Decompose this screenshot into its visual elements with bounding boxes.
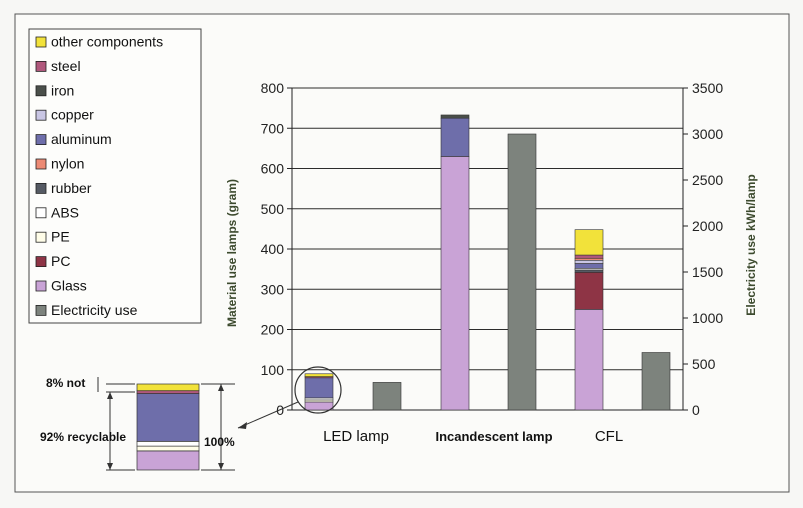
bar-segment-cfl-nylon [574, 257, 604, 261]
left-tick-label: 600 [261, 161, 285, 177]
legend-label-aluminum: aluminum [51, 131, 112, 147]
legend-label-pc: PC [51, 253, 70, 269]
left-tick-label: 400 [261, 241, 285, 257]
inset-arrow-100-head-up [218, 384, 224, 391]
bar-segment-led-lamp-pe [304, 399, 334, 403]
bar-segment-cfl-steel [574, 254, 604, 259]
bar-segment-incandescent-lamp-iron [440, 114, 470, 119]
x-category-label-led-lamp: LED lamp [323, 428, 389, 445]
legend-label-rubber: rubber [51, 180, 92, 196]
inset-segment-glass [136, 450, 200, 471]
bar-segment-cfl-rubber [574, 269, 604, 273]
inset-label-not-recyclable: 8% not [46, 376, 85, 390]
legend-swatch-copper [35, 109, 47, 121]
left-tick-label: 100 [261, 362, 285, 378]
bar-segment-led-lamp-other-components [304, 373, 334, 377]
legend-label-electricity-use: Electricity use [51, 302, 138, 318]
left-tick-label: 300 [261, 281, 285, 297]
right-tick-label: 3500 [692, 80, 723, 96]
bar-electricity-incandescent-lamp [507, 133, 537, 411]
legend-label-abs: ABS [51, 204, 79, 220]
bar-segment-incandescent-lamp-aluminum [440, 117, 470, 157]
y-axis-left-label: Material use lamps (gram) [225, 179, 239, 327]
legend-swatch-iron [35, 85, 47, 97]
right-tick-label: 2500 [692, 172, 723, 188]
bar-segment-cfl-copper [574, 259, 604, 264]
inset-label-total: 100% [204, 435, 235, 449]
legend-swatch-rubber [35, 182, 47, 194]
inset-segment-aluminum [136, 393, 200, 442]
legend-swatch-aluminum [35, 134, 47, 146]
left-tick-label: 700 [261, 120, 285, 136]
inset-arrow-92-head-up [107, 392, 113, 399]
bar-segment-led-lamp-aluminum [304, 377, 334, 399]
right-tick-label: 1000 [692, 310, 723, 326]
x-category-label-cfl: CFL [595, 428, 623, 445]
bar-segment-cfl-aluminum [574, 263, 604, 269]
inset-arrow-100-head-down [218, 463, 224, 470]
inset-segment-steel [136, 390, 200, 394]
bar-segment-led-lamp-glass [304, 401, 334, 411]
magnifier-circle [294, 366, 342, 414]
magnifier-arrow-head [238, 422, 247, 429]
right-tick-label: 1500 [692, 264, 723, 280]
legend-swatch-pc [35, 256, 47, 268]
legend-box [28, 28, 202, 324]
inset-segment-abs [136, 440, 200, 447]
left-tick-label: 800 [261, 80, 285, 96]
magnifier-pointer [237, 401, 299, 429]
y-axis-right-label: Electricity use kWh/lamp [744, 174, 758, 315]
legend-swatch-electricity-use [35, 304, 47, 316]
legend-label-copper: copper [51, 107, 94, 123]
legend-label-glass: Glass [51, 278, 87, 294]
legend-label-pe: PE [51, 229, 70, 245]
bar-segment-cfl-other-components [574, 229, 604, 256]
legend-swatch-abs [35, 207, 47, 219]
bar-segment-cfl-pc [574, 272, 604, 310]
right-tick-label: 500 [692, 356, 716, 372]
legend-label-nylon: nylon [51, 156, 84, 172]
right-tick-label: 3000 [692, 126, 723, 142]
legend-label-other-components: other components [51, 34, 163, 50]
legend-swatch-glass [35, 280, 47, 292]
bar-electricity-cfl [641, 352, 671, 411]
x-category-label-incandescent-lamp: Incandescent lamp [435, 429, 552, 444]
legend-swatch-steel [35, 61, 47, 72]
bar-segment-cfl-glass [574, 309, 604, 411]
inset-segment-pe [136, 445, 200, 452]
right-tick-label: 2000 [692, 218, 723, 234]
bar-electricity-led-lamp [372, 382, 402, 411]
left-tick-label: 500 [261, 201, 285, 217]
right-tick-label: 0 [692, 402, 700, 418]
inset-arrow-92-head-down [107, 463, 113, 470]
bar-segment-incandescent-lamp-glass [440, 156, 470, 411]
legend-label-iron: iron [51, 82, 74, 98]
legend-label-steel: steel [51, 58, 81, 74]
legend-swatch-nylon [35, 158, 47, 170]
inset-label-recyclable: 92% recyclable [40, 430, 126, 444]
inset-segment-other-components [136, 383, 200, 392]
legend-swatch-pe [35, 231, 47, 243]
bar-segment-led-lamp-abs [304, 397, 334, 401]
left-tick-label: 200 [261, 322, 285, 338]
legend-swatch-other-components [35, 36, 47, 48]
